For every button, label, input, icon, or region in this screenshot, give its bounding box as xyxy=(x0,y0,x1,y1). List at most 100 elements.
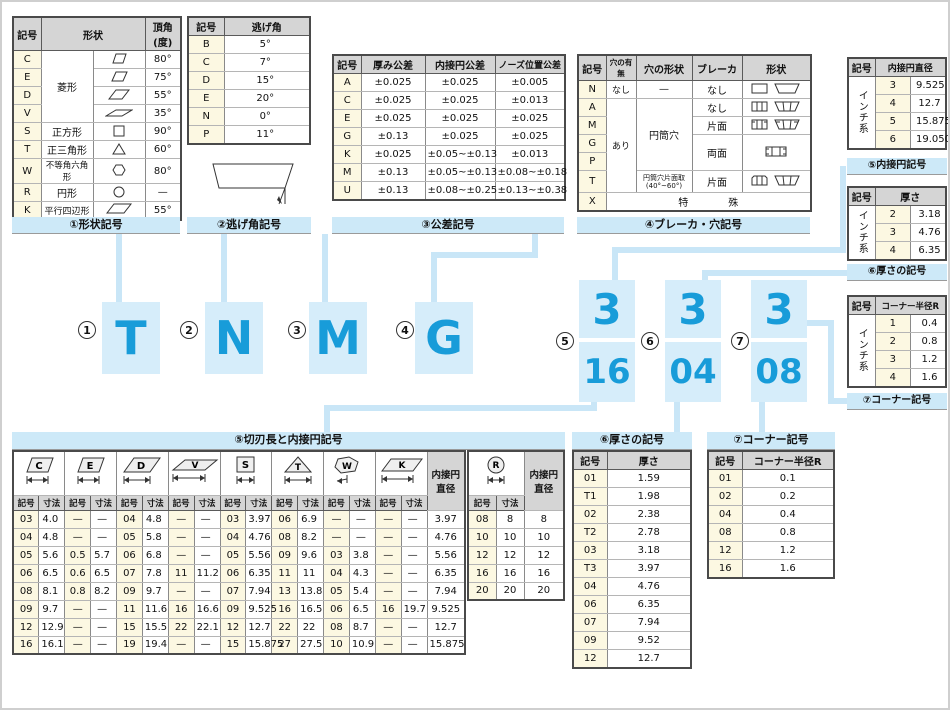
header-row: 記号 コーナー半径R xyxy=(707,450,835,470)
table-cell: — xyxy=(375,636,402,655)
table-cell: 6.35 xyxy=(427,564,466,583)
table-cell: 3.97 xyxy=(427,510,466,529)
table-row: 4 1.6 xyxy=(848,368,947,387)
svg-text:R: R xyxy=(493,461,500,471)
table-cell: 12 xyxy=(13,618,40,637)
table-cell: — xyxy=(323,528,350,547)
thickness-inch-table: 記号 厚さ インチ系 2 3.18 3 4.76 4 6.35 xyxy=(847,186,947,261)
shape-header-row: C E D V S T W K 内接円直径 xyxy=(13,450,466,511)
table-cell: ±0.025 xyxy=(361,73,426,92)
table-cell: 16 xyxy=(375,600,402,619)
parallelogram-k-icon xyxy=(105,203,133,214)
table-cell: 12.7 xyxy=(607,649,692,668)
clearance-angle-diagram xyxy=(212,163,294,205)
table-cell: 0.2 xyxy=(742,487,835,506)
table-cell: ±0.13 xyxy=(361,127,426,146)
table-cell: E xyxy=(188,89,225,108)
position-5-badge: 5 xyxy=(556,332,574,350)
flat-and-trapezoid-icon xyxy=(751,83,801,93)
table-cell: — xyxy=(401,510,428,529)
table-cell: 6.9 xyxy=(297,510,324,529)
table-cell: 11 xyxy=(271,564,299,583)
round-insert-rows: 08 8 8 10 10 10 12 12 12 16 16 16 20 20 20 xyxy=(468,510,565,601)
connector-corner-inch xyxy=(802,320,834,326)
position-2-badge: 2 xyxy=(180,321,198,339)
table-cell: 03 xyxy=(220,510,247,529)
trigon-icon xyxy=(112,164,126,176)
table-cell: ±0.025 xyxy=(495,109,566,128)
table-cell: — xyxy=(349,528,376,547)
table-cell: 9.52 xyxy=(607,631,692,650)
table-cell: B xyxy=(188,35,225,54)
square-icon xyxy=(113,125,125,136)
table-cell: ±0.025 xyxy=(425,73,496,92)
thickness-inch-caption: ⑥厚さの記号 xyxy=(847,264,947,281)
code-letter-1: T xyxy=(102,302,160,374)
table-row: V 35° xyxy=(13,104,182,123)
corner-radius-table: 記号 コーナー半径R 01 0.1 02 0.2 04 0.4 08 0.8 12 1.2 16 1.… xyxy=(707,450,835,579)
connector-ic-inch xyxy=(840,166,846,253)
svg-text:W: W xyxy=(342,462,352,472)
table-row: T 正三角形 60° xyxy=(13,140,182,159)
table-cell: 2.38 xyxy=(607,505,692,524)
table-cell: — xyxy=(349,510,376,529)
table-cell: 03 xyxy=(573,541,608,560)
code-number-5-metric: 16 xyxy=(579,342,635,402)
connector-thickness-table xyxy=(674,400,680,433)
table-cell: 12.7 xyxy=(427,618,466,637)
table-cell: 01 xyxy=(708,469,743,488)
table-cell: 8.2 xyxy=(297,528,324,547)
svg-text:E: E xyxy=(86,461,93,472)
header-row: 記号 厚み公差 内接円公差 ノーズ位置公差 xyxy=(332,54,566,74)
table-cell: 10 xyxy=(496,528,525,547)
table-cell: 9.6 xyxy=(297,546,324,565)
table-cell: — xyxy=(375,564,402,583)
table-cell: P xyxy=(188,125,225,144)
table-cell: 6.5 xyxy=(38,564,66,583)
table-cell: 09 xyxy=(13,600,40,619)
table-cell: 19.4 xyxy=(142,636,169,655)
table-cell: 5° xyxy=(224,35,311,54)
table-cell: 6.8 xyxy=(142,546,169,565)
table-cell: 22 xyxy=(168,618,195,637)
table-cell: — xyxy=(194,636,221,655)
table-cell: 12.7 xyxy=(245,618,273,637)
connector-breaker xyxy=(532,232,538,258)
c-shape-icon: C xyxy=(26,457,54,484)
table-row: 6 19.050 xyxy=(848,130,948,149)
table-cell: 7.8 xyxy=(142,564,169,583)
v-shape-icon: V xyxy=(171,459,219,482)
table-cell: 20 xyxy=(468,582,497,601)
table-cell: 1.98 xyxy=(607,487,692,506)
table-cell: 5.7 xyxy=(90,546,117,565)
chamfered-hole-icon xyxy=(751,175,801,185)
table-row: 01 0.1 xyxy=(708,469,835,488)
table-cell: — xyxy=(401,564,428,583)
hole-presence: あり xyxy=(606,98,637,193)
inscribed-circle-inch-table: 記号 内接円直径 インチ系 3 9.525 4 12.7 5 15.875 6 19.… xyxy=(847,57,948,150)
table-row: M ±0.13 ±0.05~±0.13 ±0.08~±0.18 xyxy=(333,163,567,182)
d-shape-icon: D xyxy=(123,457,162,484)
thickness-rows: 01 1.59 T1 1.98 02 2.38 T2 2.78 03 3.18 T3 3.97 04 4.… xyxy=(573,469,692,668)
table-cell: 04 xyxy=(573,577,608,596)
code-letter-3: M xyxy=(309,302,367,374)
header-row: 記号 厚さ xyxy=(572,450,692,470)
table-cell: — xyxy=(168,546,195,565)
breaker-hole-table: 記号 穴の有無 穴の形状 ブレーカ 形状 N なし — なし A あり 円筒穴 … xyxy=(577,54,812,212)
table-cell: 7° xyxy=(224,53,311,72)
table-cell: 16 xyxy=(468,564,497,583)
table-cell: 16 xyxy=(496,564,525,583)
table-cell: 15 xyxy=(220,636,247,655)
connector-corner-table xyxy=(759,400,765,433)
table-row: C 7° xyxy=(188,53,311,72)
sub-header-row: 記号 寸法 記号 寸法 記号 寸法 記号 寸法 記号 寸法 記号 寸法 記号 寸法 記号 寸法 xyxy=(12,494,465,511)
connector-tolerance xyxy=(322,234,328,304)
table-cell: 08 xyxy=(468,510,497,529)
connector-edge-table xyxy=(324,405,330,433)
table-cell: 22 xyxy=(271,618,299,637)
table-cell: 10.9 xyxy=(349,636,376,655)
table-cell: 04 xyxy=(708,505,743,524)
table-cell: ±0.025 xyxy=(495,127,566,146)
table-cell: 15.875 xyxy=(427,636,466,655)
table-cell: 04 xyxy=(323,564,350,583)
